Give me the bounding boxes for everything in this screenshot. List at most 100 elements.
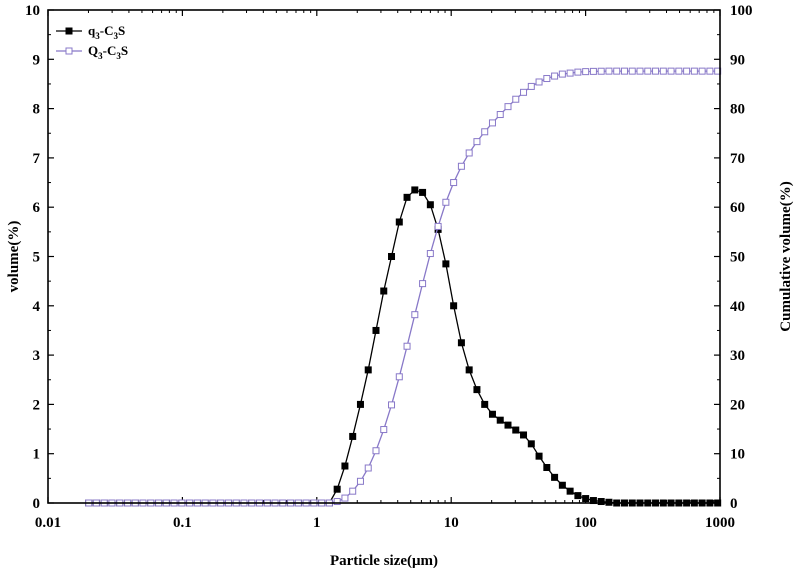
y-left-tick-label: 10 (25, 3, 40, 19)
data-point-Q3 (512, 95, 520, 103)
data-point-q3 (582, 495, 590, 503)
legend-marker-Q3 (65, 47, 73, 55)
data-point-Q3 (706, 67, 714, 75)
y-left-tick-label: 3 (33, 348, 41, 364)
data-point-Q3 (690, 67, 698, 75)
data-point-q3 (520, 431, 528, 439)
data-point-Q3 (613, 67, 621, 75)
data-point-Q3 (364, 464, 372, 472)
x-tick-label: 1000 (705, 515, 735, 531)
data-point-Q3 (597, 67, 605, 75)
x-tick-label: 10 (444, 515, 459, 531)
series-line-q3 (88, 189, 718, 504)
data-point-q3 (349, 432, 357, 440)
x-axis-title: Particle size(μm) (330, 553, 438, 569)
data-point-q3 (403, 193, 411, 201)
data-point-Q3 (566, 69, 574, 77)
data-point-q3 (488, 410, 496, 418)
data-point-q3 (574, 492, 582, 500)
data-point-q3 (597, 498, 605, 506)
data-point-Q3 (496, 111, 504, 119)
y-axis-right-title: Cumulative volume(%) (778, 181, 794, 331)
y-right-tick-label: 100 (730, 3, 753, 19)
y-left-tick-label: 8 (33, 102, 41, 118)
y-right-tick-label: 30 (730, 348, 745, 364)
y-left-tick-label: 1 (33, 447, 41, 463)
y-right-tick-label: 60 (730, 200, 745, 216)
series-layer (85, 67, 722, 507)
data-point-Q3 (644, 67, 652, 75)
y-left-tick-label: 9 (33, 52, 41, 68)
data-point-Q3 (659, 67, 667, 75)
data-point-Q3 (527, 82, 535, 90)
legend-marker-q3 (65, 27, 73, 35)
data-point-Q3 (667, 67, 675, 75)
legend: q3-C3S Q3-C3S (56, 23, 128, 61)
data-point-q3 (364, 366, 372, 374)
legend-label-q3: q3-C3S (88, 23, 125, 41)
data-point-q3 (512, 426, 520, 434)
data-point-Q3 (683, 67, 691, 75)
y-right-tick-label: 20 (730, 397, 745, 413)
data-point-Q3 (356, 477, 364, 485)
x-tick-label: 1 (313, 515, 321, 531)
y-left-tick-label: 0 (33, 496, 41, 512)
data-point-Q3 (395, 373, 403, 381)
x-tick-label: 100 (574, 515, 597, 531)
data-point-q3 (442, 260, 450, 268)
data-point-q3 (426, 201, 434, 209)
data-point-q3 (450, 302, 458, 310)
data-point-q3 (388, 253, 396, 260)
legend-entry-q3: q3-C3S (56, 23, 125, 41)
y-left-tick-label: 6 (33, 200, 41, 216)
y-right-tick-label: 90 (730, 52, 745, 68)
data-point-Q3 (605, 67, 613, 75)
data-point-Q3 (574, 68, 582, 76)
y-left-tick-label: 7 (33, 151, 41, 167)
y-axis-left-title: volume(%) (6, 221, 22, 293)
data-point-q3 (457, 339, 465, 347)
data-point-Q3 (388, 401, 396, 409)
y-right-tick-label: 10 (730, 447, 745, 463)
series-line-Q3 (88, 70, 718, 504)
data-point-q3 (419, 188, 427, 196)
data-point-Q3 (582, 68, 590, 76)
x-tick-label: 0.01 (35, 515, 61, 531)
data-point-Q3 (457, 162, 465, 170)
data-point-Q3 (403, 342, 411, 350)
data-point-Q3 (675, 67, 683, 75)
y-right-tick-label: 80 (730, 102, 745, 118)
data-point-q3 (465, 366, 473, 374)
data-point-q3 (356, 400, 364, 408)
data-point-q3 (543, 464, 551, 471)
data-point-Q3 (628, 67, 636, 75)
data-point-Q3 (504, 103, 512, 111)
data-point-Q3 (488, 119, 496, 127)
data-point-Q3 (481, 128, 489, 136)
data-point-Q3 (380, 426, 388, 434)
data-point-Q3 (620, 67, 628, 75)
y-left-tick-label: 4 (33, 299, 41, 315)
data-point-Q3 (341, 494, 349, 502)
data-point-q3 (411, 186, 419, 194)
data-point-Q3 (589, 67, 597, 75)
y-right-tick-label: 70 (730, 151, 745, 167)
ticks-layer: 0.01 0.1 1 10 100 100001234567891001020304050… (25, 3, 753, 531)
data-point-q3 (333, 485, 341, 493)
data-point-Q3 (636, 67, 644, 75)
data-point-Q3 (473, 138, 481, 146)
legend-entry-Q3: Q3-C3S (56, 43, 128, 61)
data-point-Q3 (698, 67, 706, 75)
legend-label-Q3: Q3-C3S (88, 43, 128, 61)
data-point-Q3 (551, 72, 559, 80)
data-point-q3 (535, 452, 543, 460)
data-point-Q3 (558, 70, 566, 78)
data-point-Q3 (419, 280, 427, 288)
data-point-q3 (341, 462, 349, 470)
data-point-q3 (473, 386, 481, 394)
data-point-q3 (566, 487, 574, 495)
data-point-Q3 (349, 487, 357, 495)
data-point-Q3 (442, 198, 450, 206)
data-point-q3 (558, 481, 566, 489)
